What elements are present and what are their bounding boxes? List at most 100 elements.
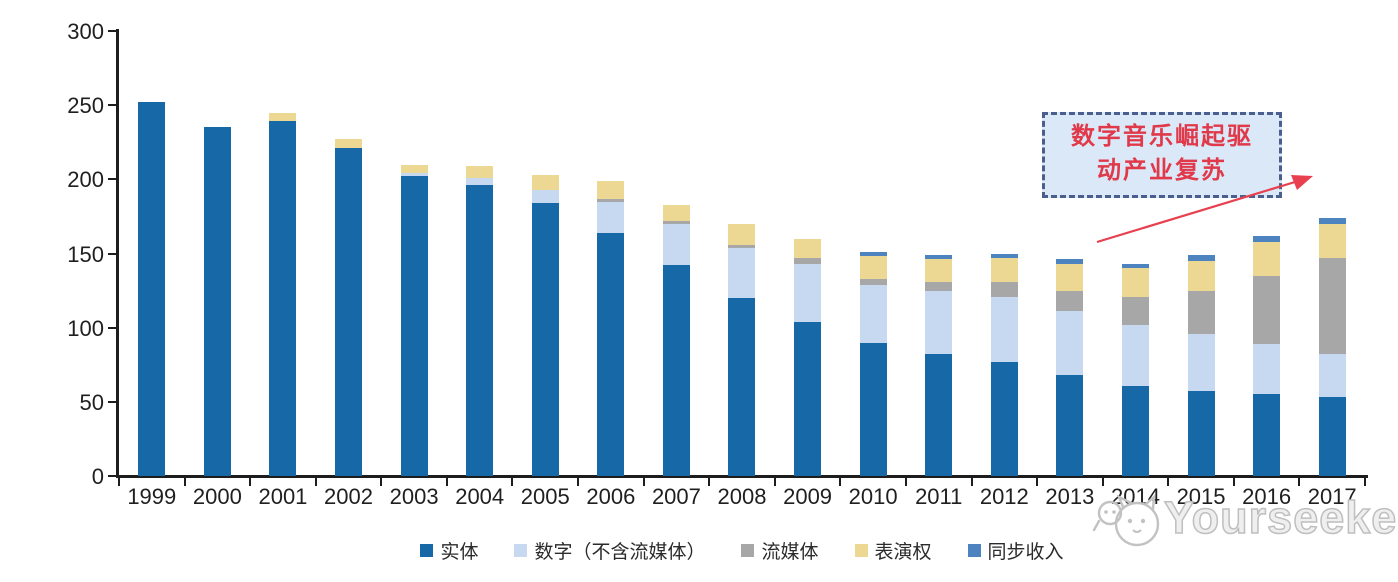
bar-slot-2001 xyxy=(250,31,316,476)
x-axis-line xyxy=(116,475,1368,478)
bar-segment xyxy=(1253,235,1281,242)
x-tick xyxy=(970,478,973,486)
bar-segment xyxy=(662,265,690,476)
bar-slot-2017 xyxy=(1299,31,1365,476)
legend-label: 数字（不含流媒体） xyxy=(534,542,706,563)
stacked-bar-2004 xyxy=(466,166,494,476)
bar-segment xyxy=(1318,217,1346,224)
y-tick xyxy=(108,252,117,255)
bar-slot-2006 xyxy=(578,31,644,476)
bar-segment xyxy=(597,180,625,199)
bar-slot-2012 xyxy=(972,31,1038,476)
bar-slot-2014 xyxy=(1103,31,1169,476)
bar-segment xyxy=(859,284,887,343)
bar-segment xyxy=(859,256,887,279)
stacked-bar-2008 xyxy=(728,223,756,476)
y-tick-label: 0 xyxy=(91,464,104,489)
bar-segment xyxy=(466,166,494,178)
stacked-bar-2009 xyxy=(794,238,822,476)
bar-segment xyxy=(990,281,1018,297)
x-tick-label-2012: 2012 xyxy=(979,484,1029,509)
bar-segment xyxy=(794,257,822,264)
x-tick-label-2013: 2013 xyxy=(1045,484,1095,509)
x-tick-label-2009: 2009 xyxy=(783,484,833,509)
bar-segment xyxy=(1253,275,1281,344)
bar-slot-2003 xyxy=(381,31,447,476)
bar-segment xyxy=(531,189,559,204)
x-tick xyxy=(839,478,842,486)
legend-swatch-icon xyxy=(741,544,755,557)
bar-segment xyxy=(859,278,887,285)
y-tick xyxy=(108,104,117,107)
plot-area xyxy=(119,31,1365,476)
y-tick-label: 250 xyxy=(67,93,104,119)
x-tick-label-2004: 2004 xyxy=(455,484,505,509)
bar-slot-2009 xyxy=(775,31,841,476)
legend-item: 流媒体 xyxy=(741,537,819,564)
stacked-bar-2013 xyxy=(1056,259,1084,476)
bar-segment xyxy=(859,342,887,476)
y-tick-label: 150 xyxy=(67,241,104,267)
x-tick-label-2003: 2003 xyxy=(389,484,439,509)
annotation-line-1: 数字音乐崛起驱 xyxy=(1071,124,1253,151)
x-tick-label-2000: 2000 xyxy=(192,484,242,509)
bar-segment xyxy=(466,177,494,186)
bar-segment xyxy=(1318,397,1346,476)
bar-segment xyxy=(990,257,1018,282)
x-tick xyxy=(314,478,317,486)
bar-slot-1999 xyxy=(119,31,185,476)
bar-segment xyxy=(203,127,231,476)
x-tick xyxy=(708,478,711,486)
bar-segment xyxy=(1056,290,1084,312)
bar-segment xyxy=(531,174,559,190)
x-tick xyxy=(904,478,907,486)
bar-segment xyxy=(662,223,690,266)
legend-swatch-icon xyxy=(967,544,981,557)
bar-segment xyxy=(531,203,559,476)
stacked-bar-2003 xyxy=(400,164,428,476)
bar-slot-2008 xyxy=(709,31,775,476)
bar-segment xyxy=(1121,296,1149,325)
legend-item: 数字（不含流媒体） xyxy=(514,537,705,564)
annotation-arrow-icon xyxy=(1096,175,1313,244)
bar-segment xyxy=(1056,311,1084,376)
bar-segment xyxy=(925,255,953,260)
stacked-bar-2012 xyxy=(990,253,1018,476)
x-tick-label-2001: 2001 xyxy=(258,484,308,509)
cat-logo-icon xyxy=(1092,494,1160,547)
x-tick xyxy=(1167,478,1170,486)
x-tick xyxy=(1036,478,1039,486)
y-tick-label: 200 xyxy=(67,167,104,193)
x-tick-label-2017: 2017 xyxy=(1307,484,1357,509)
legend-label: 同步收入 xyxy=(987,542,1064,563)
bar-slot-2000 xyxy=(185,31,251,476)
x-tick xyxy=(118,478,120,486)
bar-segment xyxy=(990,296,1018,362)
annotation-callout: 数字音乐崛起驱 动产业复苏 xyxy=(1042,112,1282,198)
x-tick xyxy=(249,478,252,486)
stacked-bar-1999 xyxy=(138,102,166,476)
y-tick-label: 300 xyxy=(67,19,104,44)
bar-segment xyxy=(597,198,625,202)
bar-segment xyxy=(400,176,428,476)
bar-segment xyxy=(990,361,1018,476)
legend-swatch-icon xyxy=(854,544,868,557)
bar-segment xyxy=(400,164,428,174)
bar-segment xyxy=(925,281,953,291)
bar-segment xyxy=(1187,260,1215,291)
legend-swatch-icon xyxy=(514,544,528,557)
bar-segment xyxy=(335,139,363,149)
stacked-bar-2002 xyxy=(335,139,363,476)
annotation-line-2: 动产业复苏 xyxy=(1097,158,1227,184)
x-tick xyxy=(445,478,448,486)
bar-segment xyxy=(1187,333,1215,392)
legend-item: 表演权 xyxy=(854,537,932,564)
chart-legend: 实体 数字（不含流媒体） 流媒体 表演权 同步收入 xyxy=(119,537,1365,564)
legend-label: 流媒体 xyxy=(761,542,819,563)
y-tick xyxy=(108,30,117,32)
bar-slot-2007 xyxy=(644,31,710,476)
x-tick-label-2010: 2010 xyxy=(848,484,898,509)
y-tick xyxy=(108,178,117,181)
bar-segment xyxy=(466,185,494,476)
